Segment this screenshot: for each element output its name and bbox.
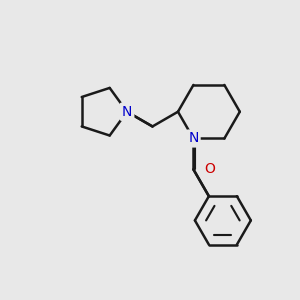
- Text: N: N: [188, 131, 199, 146]
- Text: O: O: [204, 162, 215, 176]
- Text: N: N: [122, 105, 132, 119]
- Text: N: N: [122, 105, 132, 119]
